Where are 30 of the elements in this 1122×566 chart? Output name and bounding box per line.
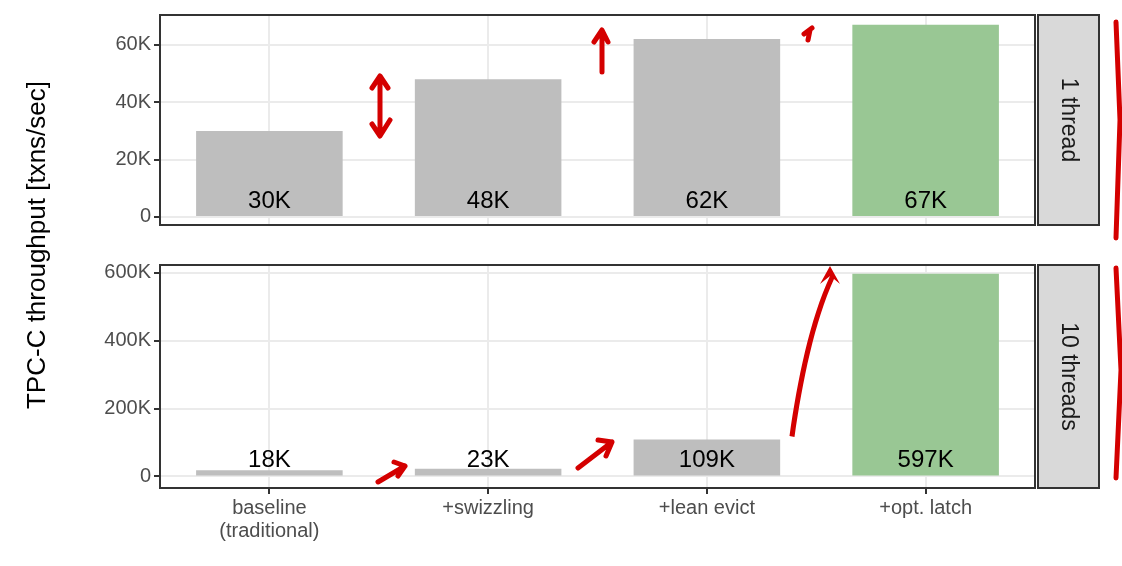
y-tick-label: 0 [139,463,151,486]
bar [196,130,343,216]
data-label: 23K [466,445,510,473]
y-tick-label: 60K [115,32,152,55]
x-tick-label: +swizzling [442,496,534,519]
y-tick-label: 400K [104,328,152,351]
text: 1 thread [1057,77,1084,163]
bar [196,470,343,476]
bar [633,39,781,216]
data-label: 62K [685,185,729,213]
text: 10 threads [1057,322,1084,431]
bar [852,24,999,216]
bar [414,79,562,216]
data-label: 48K [466,185,510,213]
bar [852,273,999,476]
data-label: 109K [678,445,735,473]
y-tick-label: 20K [115,147,152,170]
y-tick-label: 200K [104,396,152,419]
y-tick-label: 0 [139,204,151,227]
data-label: 67K [904,185,947,213]
x-tick-label: +opt. latch [879,496,973,519]
data-label: 597K [897,445,954,473]
y-tick-label: 600K [104,260,152,283]
data-label: 30K [248,185,291,213]
y-axis-title: TPC-C throughput [txns/sec] [20,80,52,410]
bar [633,439,781,476]
x-tick-label: +lean evict [658,496,756,519]
y-tick-label: 40K [115,89,152,112]
data-label: 18K [248,445,291,473]
x-tick-label: baseline (traditional) [219,496,320,542]
